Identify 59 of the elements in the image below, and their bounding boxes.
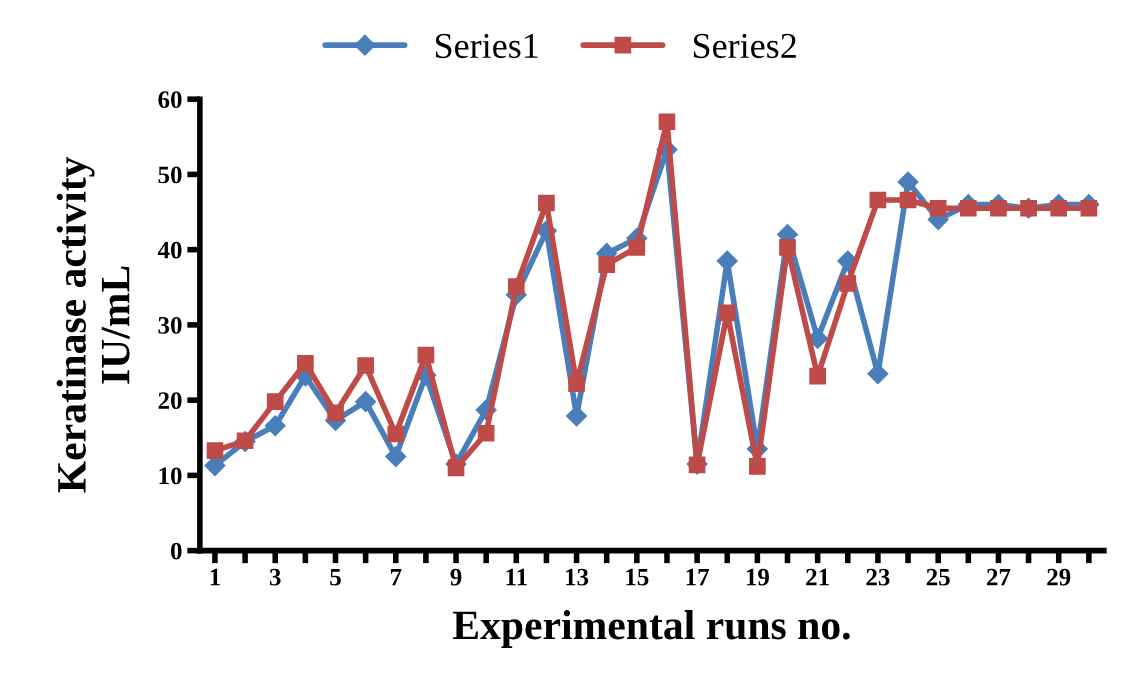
- point: [929, 199, 947, 217]
- point: [897, 171, 919, 193]
- x-tick-label: 3: [269, 568, 281, 586]
- y-tick-label: 0: [170, 542, 182, 560]
- point: [447, 459, 465, 477]
- point: [355, 391, 377, 413]
- y-tick-label: 40: [157, 241, 182, 259]
- point: [628, 239, 646, 256]
- point: [266, 393, 284, 410]
- point: [809, 367, 826, 385]
- y-tick-label: 20: [158, 392, 182, 410]
- x-tick-label: 7: [390, 568, 402, 586]
- point: [264, 415, 286, 437]
- point: [387, 425, 405, 443]
- x-tick-label: 5: [330, 568, 341, 586]
- x-tick-label: 9: [450, 568, 462, 586]
- x-tick-label: 29: [1047, 568, 1071, 586]
- point: [206, 442, 224, 459]
- legend-label: Series2: [693, 33, 796, 59]
- point: [959, 199, 977, 217]
- point: [297, 354, 314, 372]
- point: [477, 424, 495, 442]
- point: [899, 191, 917, 209]
- x-axis-title: Experimental runs no.: [452, 610, 850, 648]
- point: [716, 250, 738, 272]
- y-axis-title: Keratinase activity IU/mL: [56, 156, 130, 493]
- point: [327, 404, 344, 422]
- point: [658, 113, 676, 131]
- point: [357, 357, 374, 374]
- point: [507, 278, 525, 295]
- point: [538, 194, 555, 212]
- point: [867, 363, 889, 385]
- point: [718, 304, 736, 322]
- y-tick-label: 30: [158, 316, 182, 334]
- x-tick-label: 1: [210, 568, 220, 586]
- x-tick-label: 21: [806, 568, 829, 586]
- point: [385, 446, 407, 468]
- point: [749, 458, 766, 475]
- point: [779, 239, 796, 256]
- point: [990, 199, 1007, 217]
- point: [839, 275, 857, 292]
- x-tick-label: 11: [506, 568, 527, 586]
- x-tick-label: 17: [686, 568, 709, 586]
- x-tick-label: 23: [866, 568, 890, 586]
- legend-label: Series1: [435, 33, 538, 59]
- point: [1050, 199, 1068, 217]
- x-tick-label: 19: [746, 568, 769, 586]
- point: [417, 346, 435, 364]
- point: [568, 375, 585, 392]
- x-tick-label: 27: [986, 568, 1011, 586]
- y-tick-label: 10: [159, 467, 182, 485]
- point: [598, 256, 616, 274]
- x-tick-label: 13: [566, 568, 589, 586]
- x-tick-label: 15: [626, 568, 649, 586]
- y-tick-label: 50: [158, 166, 182, 184]
- point: [869, 191, 887, 209]
- point: [1080, 199, 1098, 217]
- x-tick-label: 25: [926, 568, 950, 586]
- y-tick-label: 60: [158, 91, 182, 109]
